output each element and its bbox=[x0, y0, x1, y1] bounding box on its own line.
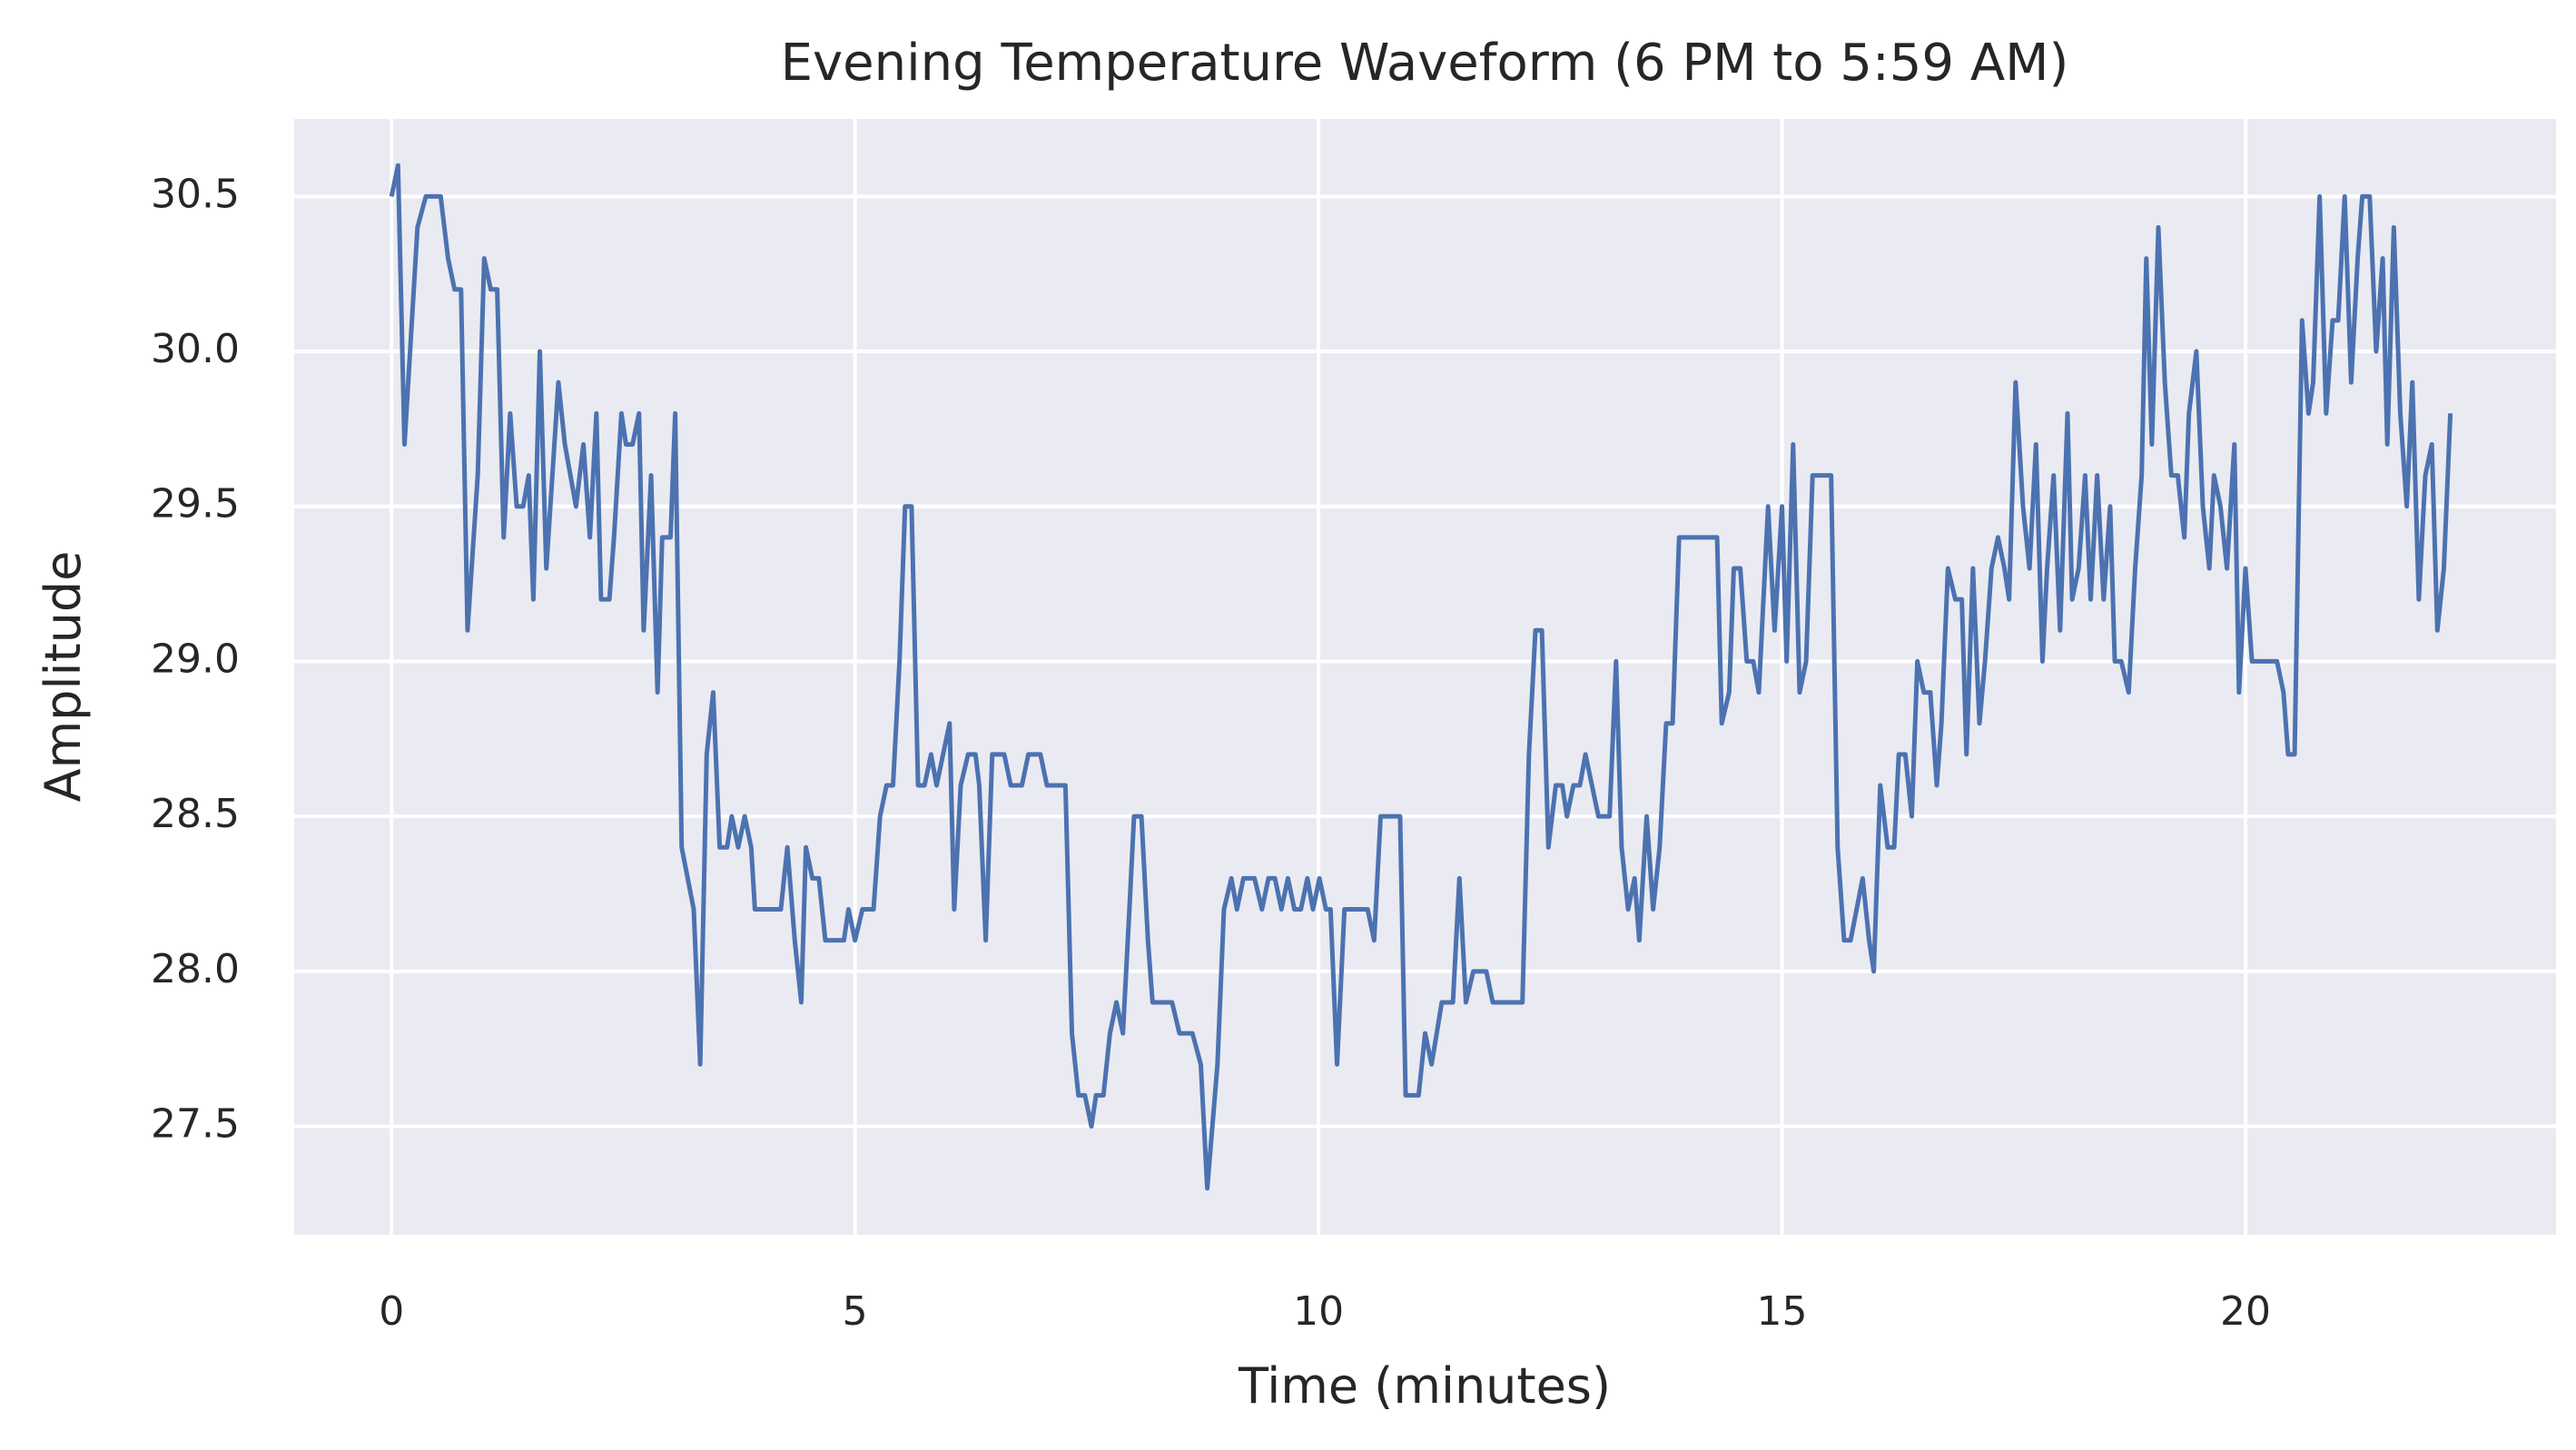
y-tick-label: 30.0 bbox=[151, 326, 240, 372]
x-tick-label: 0 bbox=[379, 1288, 404, 1335]
y-axis-label: Amplitude bbox=[35, 551, 92, 803]
x-tick-label: 20 bbox=[2220, 1288, 2271, 1335]
x-axis-label: Time (minutes) bbox=[1238, 1357, 1611, 1415]
x-tick-label: 10 bbox=[1293, 1288, 1344, 1335]
y-tick-label: 29.5 bbox=[151, 481, 240, 528]
y-tick-label: 28.5 bbox=[151, 791, 240, 837]
y-tick-label: 27.5 bbox=[151, 1101, 240, 1148]
y-tick-label: 28.0 bbox=[151, 946, 240, 992]
x-tick-label: 15 bbox=[1757, 1288, 1808, 1335]
marks bbox=[389, 163, 2453, 1191]
y-tick-label: 30.5 bbox=[151, 171, 240, 217]
x-tick-label: 5 bbox=[843, 1288, 868, 1335]
data-line bbox=[389, 163, 2453, 1191]
plot-area bbox=[294, 119, 2556, 1235]
chart-title: Evening Temperature Waveform (6 PM to 5:… bbox=[781, 34, 2069, 93]
y-tick-label: 29.0 bbox=[151, 636, 240, 682]
